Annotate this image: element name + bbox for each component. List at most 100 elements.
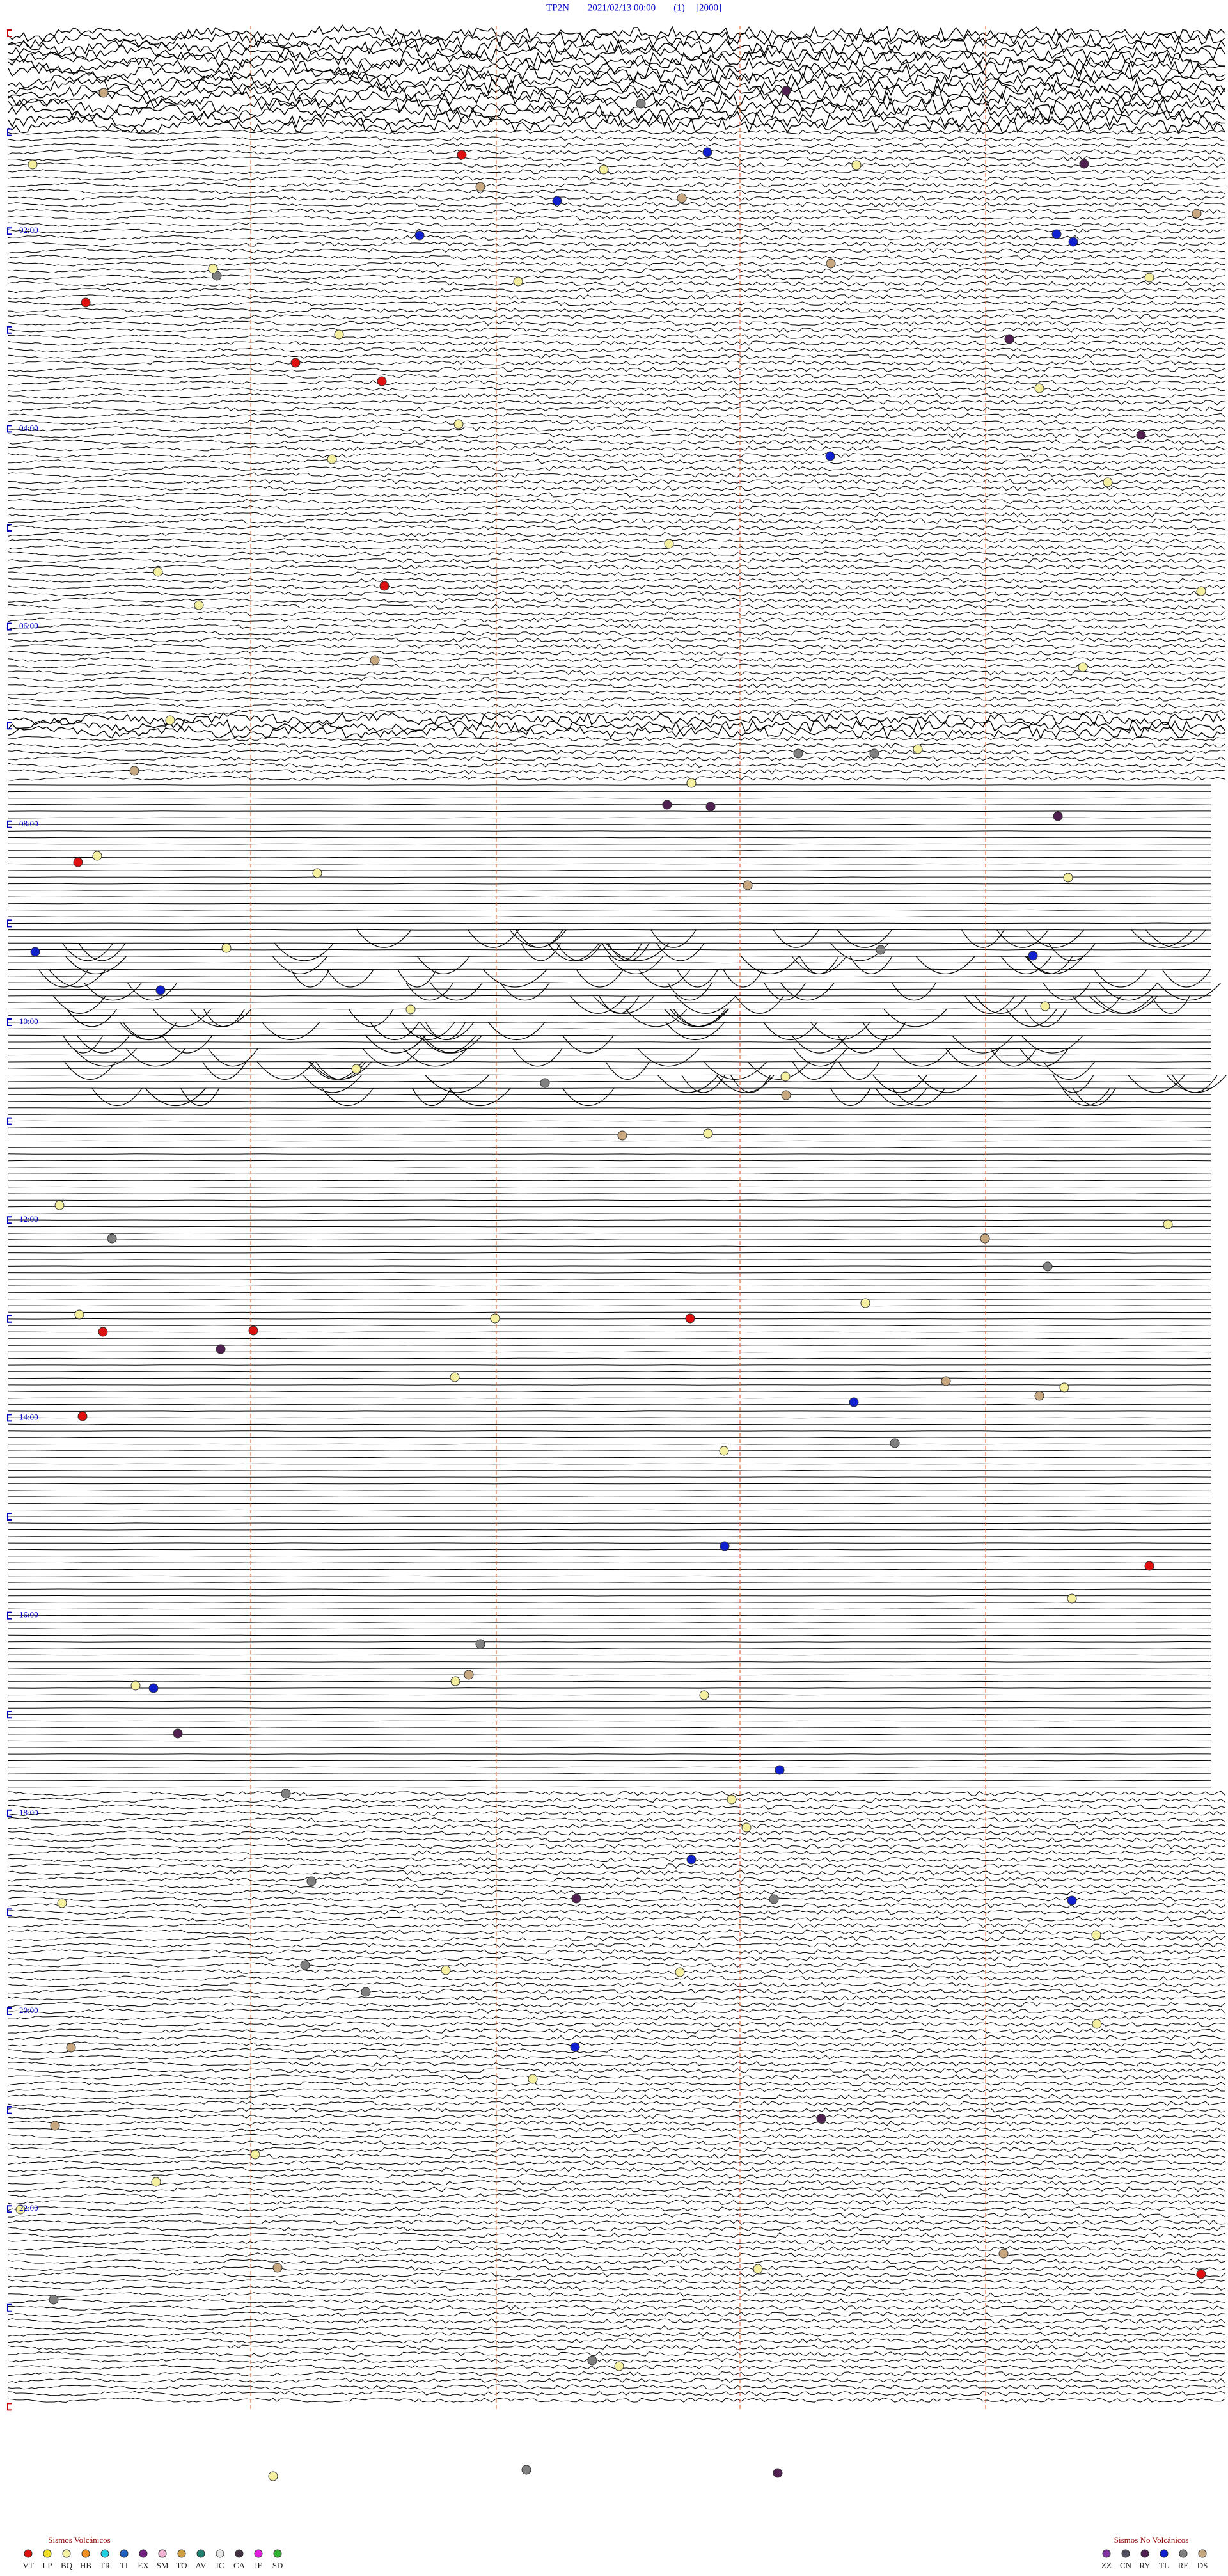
trace [8, 1830, 1225, 1836]
trace [8, 1410, 1211, 1412]
legend-swatch [254, 2549, 263, 2558]
trace [8, 2292, 1225, 2298]
trace [8, 485, 1225, 491]
legend-label: AV [195, 2561, 207, 2570]
events [15, 86, 1206, 2481]
event-marker [379, 581, 390, 591]
trace [8, 1780, 1211, 1782]
trace [8, 1909, 1225, 1915]
trace [8, 1094, 1211, 1096]
trace [8, 2371, 1225, 2377]
event-marker [453, 419, 464, 429]
legend-swatch [158, 2549, 167, 2558]
trace [8, 2094, 1225, 2100]
trace [8, 201, 1225, 208]
trace [8, 155, 1225, 162]
hour-bracket [7, 722, 12, 730]
trace [8, 564, 1225, 571]
hour-bracket [7, 1711, 12, 1719]
legend-swatch [177, 2549, 186, 2558]
trace [8, 373, 1225, 379]
event-marker [475, 1639, 485, 1649]
event-marker [1144, 273, 1154, 283]
trace [8, 2107, 1225, 2113]
trace [8, 1015, 1211, 1016]
event-marker [281, 1789, 291, 1799]
event-marker [780, 1071, 791, 1082]
trace [8, 1844, 1225, 1849]
trace [8, 1790, 1225, 1797]
event-marker [49, 2295, 59, 2305]
hour-bracket [7, 2106, 12, 2114]
hour-label: 12:00 [19, 1214, 38, 1224]
trace [8, 823, 1211, 825]
legend-swatch [81, 2549, 90, 2558]
event-marker [781, 86, 791, 96]
trace [8, 742, 1225, 748]
event-marker [1004, 334, 1014, 344]
trace [8, 830, 1211, 832]
trace [8, 1325, 1211, 1327]
trace [8, 57, 1225, 75]
trace [8, 1727, 1211, 1728]
event-marker [913, 744, 923, 754]
legend-label: VT [22, 2561, 33, 2570]
event-marker [1040, 1001, 1050, 1011]
event-marker [268, 2471, 278, 2481]
long-period-wave [38, 969, 1211, 988]
trace [8, 1134, 1211, 1135]
legend-label: TO [176, 2561, 187, 2570]
trace [8, 1588, 1211, 1590]
trace [8, 1542, 1211, 1544]
trace [8, 413, 1225, 418]
hour-bracket [7, 1908, 12, 1916]
trace [8, 1753, 1211, 1755]
trace [8, 380, 1225, 386]
trace [8, 195, 1225, 201]
event-marker [15, 2204, 26, 2215]
trace [8, 2199, 1225, 2206]
trace [8, 248, 1225, 254]
event-marker [248, 1325, 258, 1336]
trace [8, 1232, 1211, 1234]
trace [8, 1760, 1211, 1762]
trace [8, 2002, 1225, 2007]
event-marker [1078, 662, 1088, 672]
legend-swatch [1160, 2549, 1169, 2558]
trace [8, 876, 1211, 878]
trace [8, 791, 1211, 793]
event-marker [1068, 237, 1078, 247]
event-marker [587, 2355, 597, 2366]
trace [8, 498, 1225, 505]
trace [8, 1734, 1211, 1735]
event-marker [155, 985, 166, 995]
trace [8, 837, 1211, 839]
trace [8, 1837, 1225, 1843]
hour-label: 06:00 [19, 621, 38, 631]
trace [8, 1863, 1225, 1869]
trace [8, 261, 1225, 267]
trace [8, 1714, 1211, 1716]
trace [8, 1942, 1225, 1948]
hour-label: 20:00 [19, 2005, 38, 2015]
trace [8, 2147, 1225, 2153]
trace [8, 1087, 1211, 1089]
trace [8, 1680, 1211, 1682]
hour-bracket [7, 1315, 12, 1323]
trace [8, 617, 1225, 623]
event-marker [869, 748, 879, 759]
hour-bracket [7, 2205, 12, 2213]
trace [8, 2325, 1225, 2330]
trace [8, 696, 1225, 702]
trace [8, 1068, 1211, 1070]
trace [8, 624, 1225, 629]
hour-label: 14:00 [19, 1412, 38, 1421]
trace [8, 2193, 1225, 2199]
event-marker [1103, 477, 1113, 487]
trace [8, 90, 1225, 108]
trace [8, 2101, 1225, 2106]
event-marker [1144, 1561, 1154, 1571]
trace [8, 44, 1225, 62]
trace [8, 712, 1225, 727]
